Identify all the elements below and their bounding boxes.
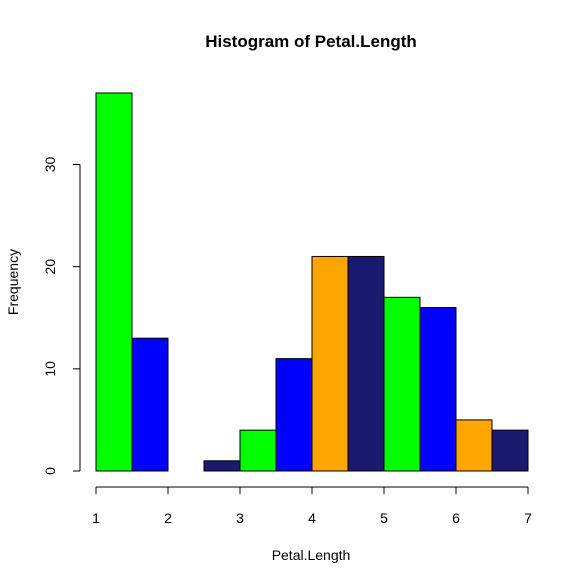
histogram-bar-10 bbox=[455, 419, 493, 472]
x-tick-label: 1 bbox=[92, 510, 100, 526]
x-tick-label: 7 bbox=[524, 510, 532, 526]
x-tick-label: 2 bbox=[164, 510, 172, 526]
x-tick-label: 5 bbox=[380, 510, 388, 526]
histogram-bar-8 bbox=[383, 296, 421, 472]
histogram-bar-11 bbox=[491, 429, 529, 472]
bars-group bbox=[95, 92, 529, 472]
x-axis-label: Petal.Length bbox=[272, 547, 351, 563]
histogram-bar-4 bbox=[239, 429, 277, 472]
histogram-bar-5 bbox=[275, 358, 313, 472]
histogram-bar-0 bbox=[95, 92, 133, 472]
histogram-bar-6 bbox=[311, 255, 349, 472]
chart-title: Histogram of Petal.Length bbox=[205, 32, 417, 51]
y-axis: 0 10 20 30 bbox=[42, 157, 81, 475]
y-tick-label: 0 bbox=[42, 467, 58, 475]
histogram-bar-7 bbox=[347, 255, 385, 472]
x-axis: 1 2 3 4 5 6 7 bbox=[92, 486, 532, 526]
histogram-bar-3 bbox=[203, 460, 241, 472]
y-tick-label: 20 bbox=[42, 259, 58, 275]
y-axis-label: Frequency bbox=[5, 249, 21, 315]
y-tick-label: 10 bbox=[42, 361, 58, 377]
x-tick-label: 4 bbox=[308, 510, 316, 526]
histogram-bar-9 bbox=[419, 307, 457, 472]
x-tick-label: 3 bbox=[236, 510, 244, 526]
x-tick-label: 6 bbox=[452, 510, 460, 526]
histogram-bar-1 bbox=[131, 337, 169, 472]
y-tick-label: 30 bbox=[42, 157, 58, 173]
